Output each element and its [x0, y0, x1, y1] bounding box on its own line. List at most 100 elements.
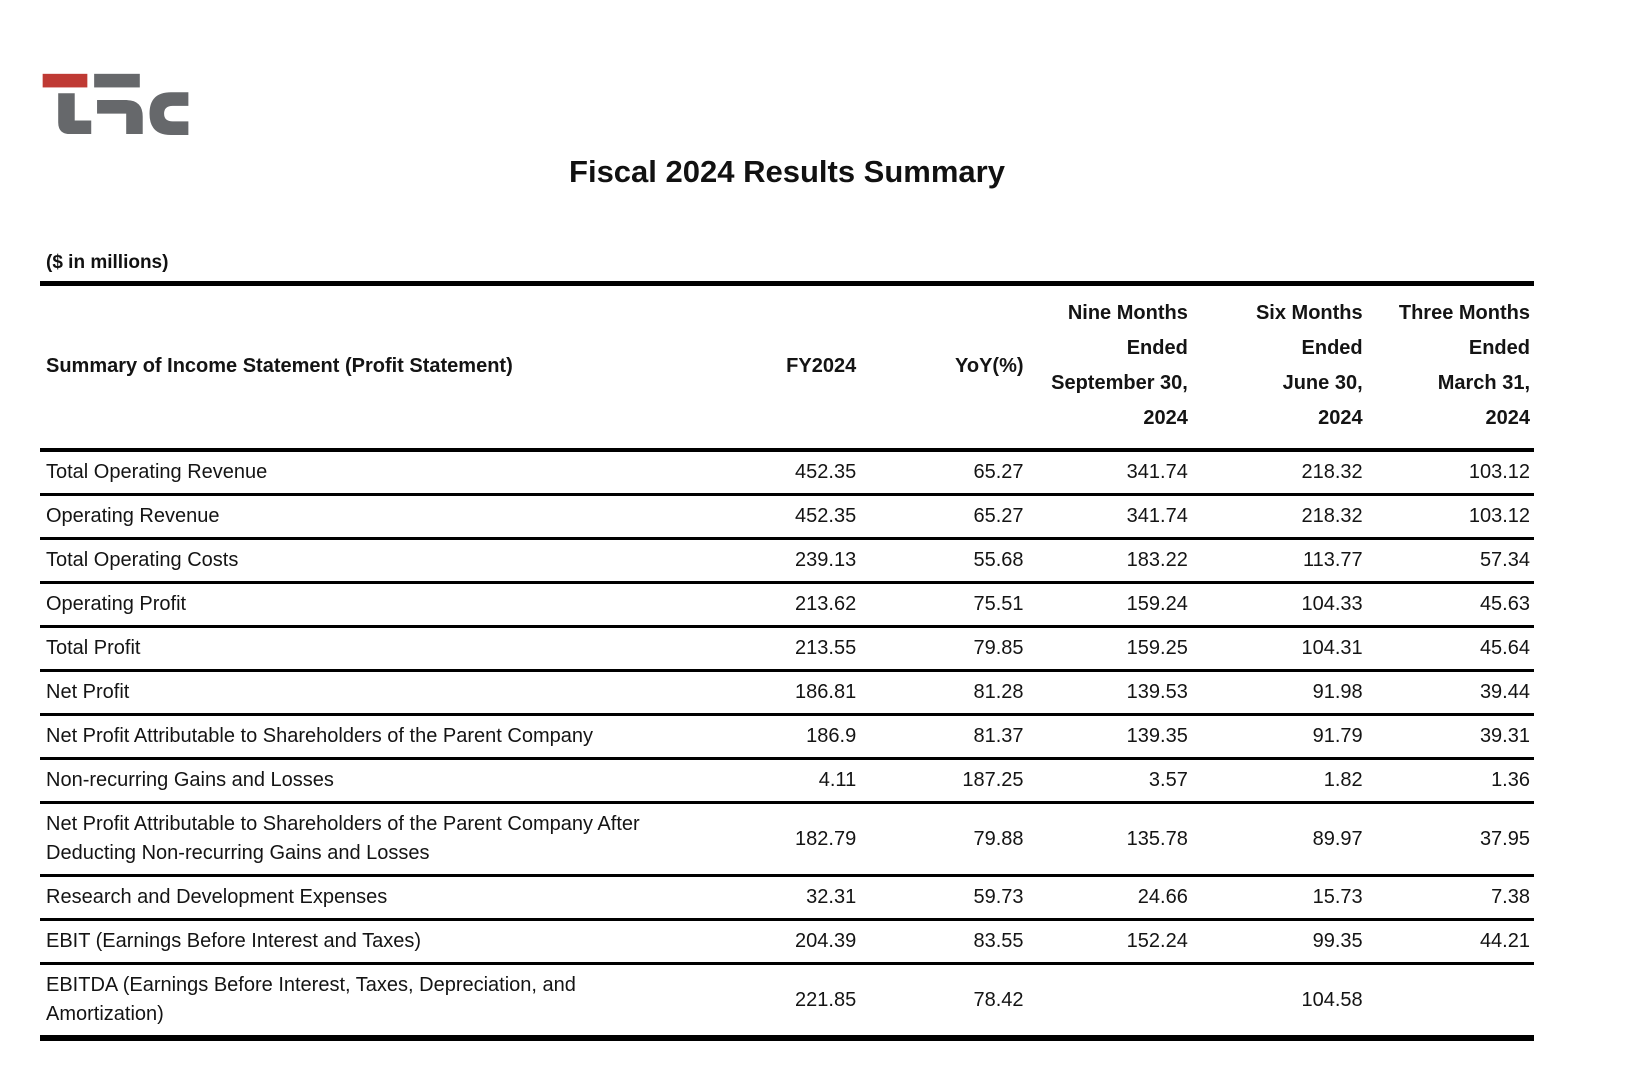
cell-value: 186.9	[700, 714, 861, 760]
cell-value: 3.57	[1027, 758, 1192, 804]
cell-value: 65.27	[860, 494, 1028, 540]
cell-value	[1027, 963, 1192, 1040]
cell-value: 213.55	[700, 626, 861, 672]
cell-value: 59.73	[860, 875, 1028, 921]
cell-value: 186.81	[700, 670, 861, 716]
row-label: Total Operating Revenue	[40, 450, 701, 496]
logo-letter-f	[97, 100, 143, 135]
cell-value: 45.64	[1366, 626, 1534, 672]
cell-value: 37.95	[1366, 802, 1534, 877]
table-row: EBIT (Earnings Before Interest and Taxes…	[40, 919, 1534, 965]
cell-value: 204.39	[700, 919, 861, 965]
header-yoy: YoY(%)	[860, 283, 1028, 452]
cell-value	[1366, 963, 1534, 1040]
cell-value: 89.97	[1191, 802, 1367, 877]
cell-value: 78.42	[860, 963, 1028, 1040]
header-nine-months: Nine Months Ended September 30, 2024	[1027, 283, 1192, 452]
row-label: Non-recurring Gains and Losses	[40, 758, 701, 804]
report-content: Fiscal 2024 Results Summary ($ in millio…	[40, 68, 1534, 1041]
row-label: Net Profit Attributable to Shareholders …	[40, 802, 701, 877]
row-label: Total Operating Costs	[40, 538, 701, 584]
cell-value: 221.85	[700, 963, 861, 1040]
cell-value: 83.55	[860, 919, 1028, 965]
cell-value: 218.32	[1191, 450, 1367, 496]
table-row: Non-recurring Gains and Losses 4.11 187.25…	[40, 758, 1534, 804]
cell-value: 24.66	[1027, 875, 1192, 921]
income-statement-tbody: Total Operating Revenue 452.35 65.27 341.74…	[40, 450, 1534, 1040]
table-row: Total Operating Revenue 452.35 65.27 341.74…	[40, 450, 1534, 496]
cell-value: 104.58	[1191, 963, 1367, 1040]
logo-red-bar	[42, 73, 88, 88]
row-label: EBITDA (Earnings Before Interest, Taxes,…	[40, 963, 701, 1040]
table-row: EBITDA (Earnings Before Interest, Taxes,…	[40, 963, 1534, 1040]
tfc-logo	[42, 73, 189, 136]
cell-value: 104.31	[1191, 626, 1367, 672]
cell-value: 44.21	[1366, 919, 1534, 965]
row-label: Net Profit	[40, 670, 701, 716]
cell-value: 135.78	[1027, 802, 1192, 877]
row-label: EBIT (Earnings Before Interest and Taxes…	[40, 919, 701, 965]
cell-value: 32.31	[700, 875, 861, 921]
table-row: Net Profit Attributable to Shareholders …	[40, 714, 1534, 760]
table-row: Research and Development Expenses 32.31 59…	[40, 875, 1534, 921]
table-row: Total Profit 213.55 79.85 159.25 104.31 45.64	[40, 626, 1534, 672]
logo-letter-c	[149, 92, 189, 136]
cell-value: 65.27	[860, 450, 1028, 496]
table-header: Summary of Income Statement (Profit Stat…	[40, 283, 1534, 452]
cell-value: 45.63	[1366, 582, 1534, 628]
cell-value: 213.62	[700, 582, 861, 628]
cell-value: 341.74	[1027, 450, 1192, 496]
cell-value: 57.34	[1366, 538, 1534, 584]
cell-value: 39.44	[1366, 670, 1534, 716]
cell-value: 103.12	[1366, 450, 1534, 496]
cell-value: 91.98	[1191, 670, 1367, 716]
cell-value: 218.32	[1191, 494, 1367, 540]
table-row: Net Profit Attributable to Shareholders …	[40, 802, 1534, 877]
table-row: Operating Revenue 452.35 65.27 341.74 218.32…	[40, 494, 1534, 540]
cell-value: 1.82	[1191, 758, 1367, 804]
cell-value: 139.35	[1027, 714, 1192, 760]
cell-value: 152.24	[1027, 919, 1192, 965]
header-three-months: Three Months Ended March 31, 2024	[1366, 283, 1534, 452]
table-row: Total Operating Costs 239.13 55.68 183.22 11…	[40, 538, 1534, 584]
header-fy2024: FY2024	[700, 283, 861, 452]
cell-value: 81.28	[860, 670, 1028, 716]
cell-value: 91.79	[1191, 714, 1367, 760]
header-row-label: Summary of Income Statement (Profit Stat…	[40, 283, 701, 452]
cell-value: 99.35	[1191, 919, 1367, 965]
cell-value: 159.25	[1027, 626, 1192, 672]
cell-value: 4.11	[700, 758, 861, 804]
row-label: Operating Profit	[40, 582, 701, 628]
page-title: Fiscal 2024 Results Summary	[569, 154, 1005, 189]
cell-value: 15.73	[1191, 875, 1367, 921]
cell-value: 183.22	[1027, 538, 1192, 584]
cell-value: 1.36	[1366, 758, 1534, 804]
cell-value: 103.12	[1366, 494, 1534, 540]
cell-value: 159.24	[1027, 582, 1192, 628]
row-label: Net Profit Attributable to Shareholders …	[40, 714, 701, 760]
table-row: Operating Profit 213.62 75.51 159.24 104.33 4…	[40, 582, 1534, 628]
cell-value: 139.53	[1027, 670, 1192, 716]
cell-value: 452.35	[700, 450, 861, 496]
cell-value: 79.88	[860, 802, 1028, 877]
cell-value: 452.35	[700, 494, 861, 540]
cell-value: 55.68	[860, 538, 1028, 584]
header-six-months: Six Months Ended June 30, 2024	[1191, 283, 1367, 452]
row-label: Total Profit	[40, 626, 701, 672]
cell-value: 341.74	[1027, 494, 1192, 540]
cell-value: 239.13	[700, 538, 861, 584]
logo-letter-t	[58, 93, 92, 135]
units-note: ($ in millions)	[46, 252, 169, 273]
cell-value: 79.85	[860, 626, 1028, 672]
income-statement-table: Summary of Income Statement (Profit Stat…	[40, 281, 1534, 1041]
cell-value: 81.37	[860, 714, 1028, 760]
cell-value: 7.38	[1366, 875, 1534, 921]
header-row: Summary of Income Statement (Profit Stat…	[40, 283, 1534, 452]
cell-value: 104.33	[1191, 582, 1367, 628]
row-label: Research and Development Expenses	[40, 875, 701, 921]
cell-value: 182.79	[700, 802, 861, 877]
logo-gray-bar	[94, 73, 140, 88]
row-label: Operating Revenue	[40, 494, 701, 540]
cell-value: 187.25	[860, 758, 1028, 804]
